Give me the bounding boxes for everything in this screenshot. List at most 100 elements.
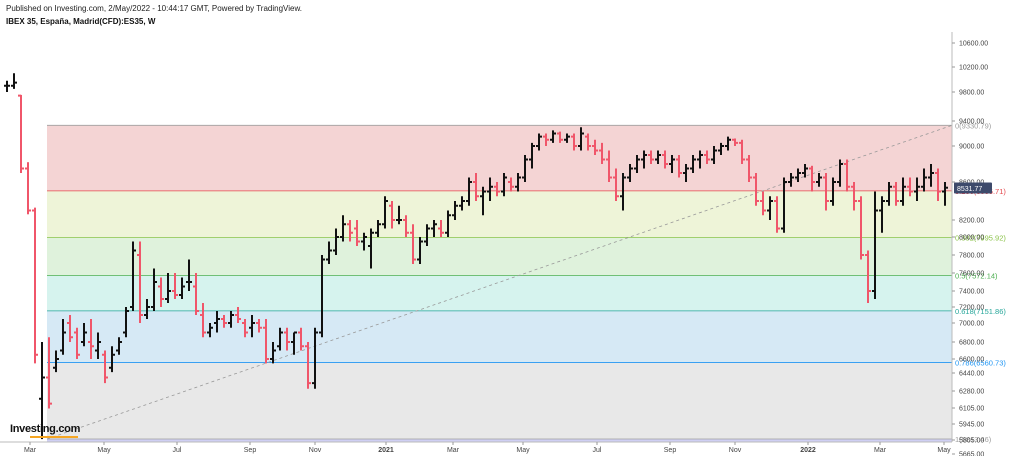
ohlc-bar	[256, 319, 262, 333]
logo-underline	[30, 436, 78, 438]
ohlc-bar	[53, 350, 59, 373]
ohlc-bar	[515, 173, 521, 192]
ohlc-bar	[333, 228, 339, 255]
ohlc-bar	[613, 168, 619, 201]
y-tick-label: 10200.00	[959, 65, 988, 72]
y-tick-label: 7200.00	[959, 305, 984, 312]
ohlc-bar	[487, 177, 493, 201]
ohlc-bar	[74, 327, 80, 359]
ohlc-bar	[893, 182, 899, 206]
ohlc-bar	[711, 146, 717, 164]
y-axis: 10600.0010200.009800.009400.009000.00860…	[951, 32, 992, 456]
ohlc-bar	[739, 139, 745, 164]
x-tick-label: Nov	[729, 447, 742, 454]
ohlc-bar	[627, 164, 633, 182]
ohlc-bar	[452, 201, 458, 220]
ohlc-bar	[816, 173, 822, 187]
ohlc-bar	[753, 173, 759, 206]
fib-labels: 0(9330.79)0.236(8506.71)0.382(7995.92)0.…	[955, 121, 1006, 444]
ohlc-bar	[494, 182, 500, 197]
ohlc-bar	[473, 173, 479, 201]
ohlc-bar	[459, 196, 465, 211]
ohlc-bar	[529, 142, 535, 169]
y-tick-label: 5945.00	[959, 422, 984, 429]
ohlc-bar	[130, 241, 136, 311]
ohlc-bar	[284, 327, 290, 351]
ohlc-bar	[571, 133, 577, 151]
y-tick-label: 7600.00	[959, 271, 984, 278]
ohlc-bar	[662, 150, 668, 169]
ohlc-bar	[242, 319, 248, 338]
last-price-label: 8531.77	[957, 186, 982, 193]
ohlc-bar	[676, 155, 682, 178]
ohlc-bar	[774, 196, 780, 233]
ohlc-bar	[431, 220, 437, 237]
investing-logo: Investing.com	[10, 423, 81, 435]
ohlc-bar	[718, 142, 724, 155]
ohlc-bar	[88, 319, 94, 359]
ohlc-bar	[25, 162, 31, 215]
ohlc-bar	[697, 150, 703, 169]
ohlc-bar	[46, 337, 52, 409]
ohlc-bar	[151, 268, 157, 311]
ohlc-bar	[396, 205, 402, 225]
x-tick-label: May	[97, 447, 111, 454]
ohlc-bar	[683, 164, 689, 182]
y-tick-label: 7400.00	[959, 289, 984, 296]
ohlc-bar	[585, 133, 591, 151]
ohlc-bar	[508, 177, 514, 192]
y-tick-label: 6105.00	[959, 406, 984, 413]
ohlc-bar	[305, 342, 311, 389]
ohlc-bar	[18, 94, 24, 173]
ohlc-bar	[67, 315, 73, 342]
ohlc-bar	[634, 155, 640, 173]
ohlc-bar	[221, 315, 227, 328]
ohlc-bar	[354, 220, 360, 246]
ohlc-bar	[837, 159, 843, 187]
x-tick-label: Mar	[447, 447, 460, 454]
ohlc-bar	[480, 186, 486, 216]
ohlc-bar	[830, 177, 836, 206]
y-tick-label: 7800.00	[959, 253, 984, 260]
fib-level-label: 0.786(6560.73)	[955, 358, 1006, 367]
symbol-title: IBEX 35, España, Madrid(CFD):ES35, W	[6, 17, 156, 26]
ohlc-bar	[368, 228, 374, 269]
fib-band	[47, 275, 952, 311]
x-tick-label: Mar	[24, 447, 37, 454]
ohlc-bar	[592, 139, 598, 155]
ohlc-bar	[375, 220, 381, 237]
ohlc-bar	[438, 220, 444, 237]
ohlc-bar	[935, 168, 941, 201]
ohlc-bar	[746, 155, 752, 182]
last-price-tag	[954, 182, 992, 194]
ohlc-bar	[11, 73, 17, 89]
ohlc-bar	[228, 311, 234, 328]
ohlc-bar	[865, 250, 871, 303]
ohlc-bar	[123, 307, 129, 338]
x-tick-label: Jul	[593, 447, 602, 454]
fib-band	[47, 125, 952, 191]
ohlc-bar	[690, 155, 696, 173]
ohlc-bar	[886, 182, 892, 206]
fib-level-label: 0(9330.79)	[955, 121, 992, 130]
ohlc-bar	[403, 215, 409, 237]
ohlc-bar	[606, 150, 612, 182]
y-tick-label: 7000.00	[959, 321, 984, 328]
y-tick-label: 9000.00	[959, 144, 984, 151]
ohlc-bar	[312, 327, 318, 389]
ohlc-bar	[179, 277, 185, 299]
ohlc-bar	[942, 182, 948, 206]
ohlc-bar	[872, 191, 878, 299]
ohlc-bar	[788, 173, 794, 187]
ohlc-bar	[907, 177, 913, 197]
ohlc-bar	[263, 319, 269, 364]
y-tick-label: 6800.00	[959, 340, 984, 347]
ohlc-bar	[298, 327, 304, 351]
ohlc-bar	[270, 342, 276, 364]
ohlc-bar	[207, 323, 213, 338]
y-tick-label: 8000.00	[959, 235, 984, 242]
ohlc-bar	[340, 215, 346, 242]
ohlc-bar	[326, 241, 332, 264]
fib-trend-line	[46, 124, 953, 440]
